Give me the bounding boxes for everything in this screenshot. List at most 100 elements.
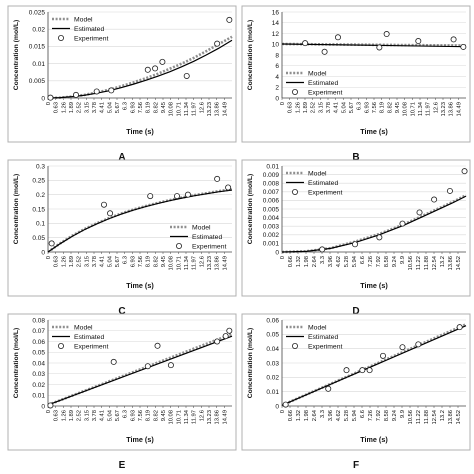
x-tick-label: 6.93 — [130, 102, 136, 113]
x-axis-title: Time (s) — [126, 281, 154, 290]
x-tick-label: 0.63 — [288, 102, 294, 113]
x-tick-label: 11.34 — [184, 409, 190, 424]
experiment-point — [450, 36, 457, 43]
x-tick-label: 11.34 — [184, 101, 190, 116]
y-tick-label: 0.06 — [32, 339, 45, 346]
y-tick-label: 0 — [275, 403, 279, 410]
experiment-point — [321, 48, 328, 55]
experiment-point — [343, 367, 350, 374]
experiment-point — [460, 43, 467, 50]
experiment-point — [416, 209, 423, 216]
x-tick-label: 3.78 — [326, 102, 332, 113]
x-tick-label: 6.3 — [123, 256, 129, 264]
panel-frame — [7, 5, 237, 143]
x-tick-label: 1.26 — [295, 102, 301, 113]
panel-label: A — [118, 152, 125, 163]
y-tick-label: 0 — [41, 249, 45, 256]
x-tick-label: 11.34 — [184, 255, 190, 270]
x-tick-label: 1.26 — [61, 256, 67, 267]
legend-label: Experiment — [308, 89, 342, 96]
x-tick-label: 3.96 — [328, 410, 334, 421]
y-tick-label: 0.06 — [266, 317, 279, 324]
x-tick-label: 8.19 — [146, 102, 152, 113]
experiment-point — [214, 175, 221, 182]
y-axis-title: Concentration (mol/L) — [247, 174, 254, 245]
estimated-line — [47, 189, 233, 253]
x-tick-label: 3.15 — [84, 256, 90, 267]
x-tick-label: 12.6 — [433, 102, 439, 113]
x-tick-label: 4.62 — [336, 410, 342, 421]
y-tick-label: 0.03 — [266, 360, 279, 367]
x-tick-label: 6.3 — [123, 102, 129, 110]
experiment-point — [415, 38, 422, 45]
experiment-point — [144, 363, 151, 370]
x-tick-label: 1.98 — [304, 256, 310, 267]
experiment-point — [319, 246, 326, 253]
panel-c: 00.050.10.150.20.250.30 0.63 1.26 1.89 2.52 3… — [7, 159, 237, 317]
panel-frame — [7, 159, 237, 297]
x-tick-label: 5.28 — [344, 410, 350, 421]
experiment-point — [167, 362, 174, 369]
x-tick-label: 4.41 — [100, 256, 106, 267]
x-tick-label: 1.32 — [296, 410, 302, 421]
x-tick-label: 6.6 — [360, 410, 366, 418]
legend-label: Experiment — [74, 343, 108, 350]
legend: Model Estimated Experiment — [52, 16, 108, 42]
x-tick-label: 7.56 — [138, 256, 144, 267]
legend-label: Model — [74, 16, 93, 23]
legend: Model Estimated Experiment — [286, 170, 342, 196]
x-tick-label: 12.6 — [199, 410, 205, 421]
legend-label: Model — [308, 324, 327, 331]
panel-e: 00.010.020.030.040.050.060.070.080 0.63 1.… — [7, 313, 237, 471]
x-tick-label: 10.71 — [176, 410, 182, 425]
x-tick-label: 11.97 — [426, 102, 432, 116]
x-tick-label: 7.92 — [376, 256, 382, 267]
x-tick-label: 8.82 — [153, 256, 159, 267]
y-tick-label: 0.05 — [266, 332, 279, 339]
x-tick-label: 9.9 — [400, 256, 406, 264]
x-tick-label: 1.89 — [69, 102, 75, 113]
x-tick-label: 14.49 — [456, 102, 462, 117]
x-tick-label: 4.41 — [334, 102, 340, 113]
x-tick-label: 11.97 — [192, 410, 198, 424]
x-tick-label: 8.82 — [387, 102, 393, 113]
x-tick-label: 14.49 — [222, 256, 228, 271]
legend-swatch-experiment — [291, 188, 298, 195]
y-tick-label: 8 — [275, 52, 279, 59]
x-tick-label: 4.62 — [336, 256, 342, 267]
x-tick-label: 0 — [280, 410, 286, 413]
experiment-point — [431, 196, 438, 203]
x-tick-label: 3.96 — [328, 256, 334, 267]
experiment-point — [399, 220, 406, 227]
x-tick-label: 5.94 — [352, 409, 358, 421]
x-tick-label: 10.56 — [408, 256, 414, 271]
x-tick-label: 0.66 — [288, 410, 294, 421]
x-tick-label: 10.08 — [169, 410, 175, 425]
x-tick-label: 7.26 — [368, 410, 374, 421]
legend: Model Estimated Experiment — [170, 224, 226, 250]
x-tick-label: 6.93 — [130, 256, 136, 267]
x-tick-label: 13.23 — [207, 410, 213, 425]
x-tick-label: 0.63 — [54, 256, 60, 267]
experiment-point — [159, 58, 166, 65]
legend-swatch-experiment — [291, 89, 298, 96]
x-tick-label: 0 — [280, 102, 286, 105]
x-tick-label: 9.45 — [161, 410, 167, 421]
x-tick-label: 13.86 — [215, 410, 221, 425]
experiment-point — [456, 324, 463, 331]
experiment-point — [47, 94, 54, 101]
x-tick-label: 3.3 — [320, 410, 326, 418]
x-tick-label: 12.54 — [432, 409, 438, 424]
y-tick-label: 0.004 — [263, 215, 280, 222]
x-tick-label: 11.97 — [192, 256, 198, 270]
legend-label: Estimated — [74, 26, 104, 33]
y-tick-label: 10 — [272, 42, 280, 49]
y-tick-label: 4 — [275, 74, 279, 81]
legend-label: Experiment — [308, 189, 342, 196]
y-axis-title: Concentration (mol/L) — [247, 20, 254, 91]
y-tick-label: 0.025 — [29, 9, 46, 16]
x-tick-label: 5.04 — [107, 409, 113, 421]
experiment-point — [110, 358, 117, 365]
y-tick-label: 0.009 — [263, 172, 280, 179]
